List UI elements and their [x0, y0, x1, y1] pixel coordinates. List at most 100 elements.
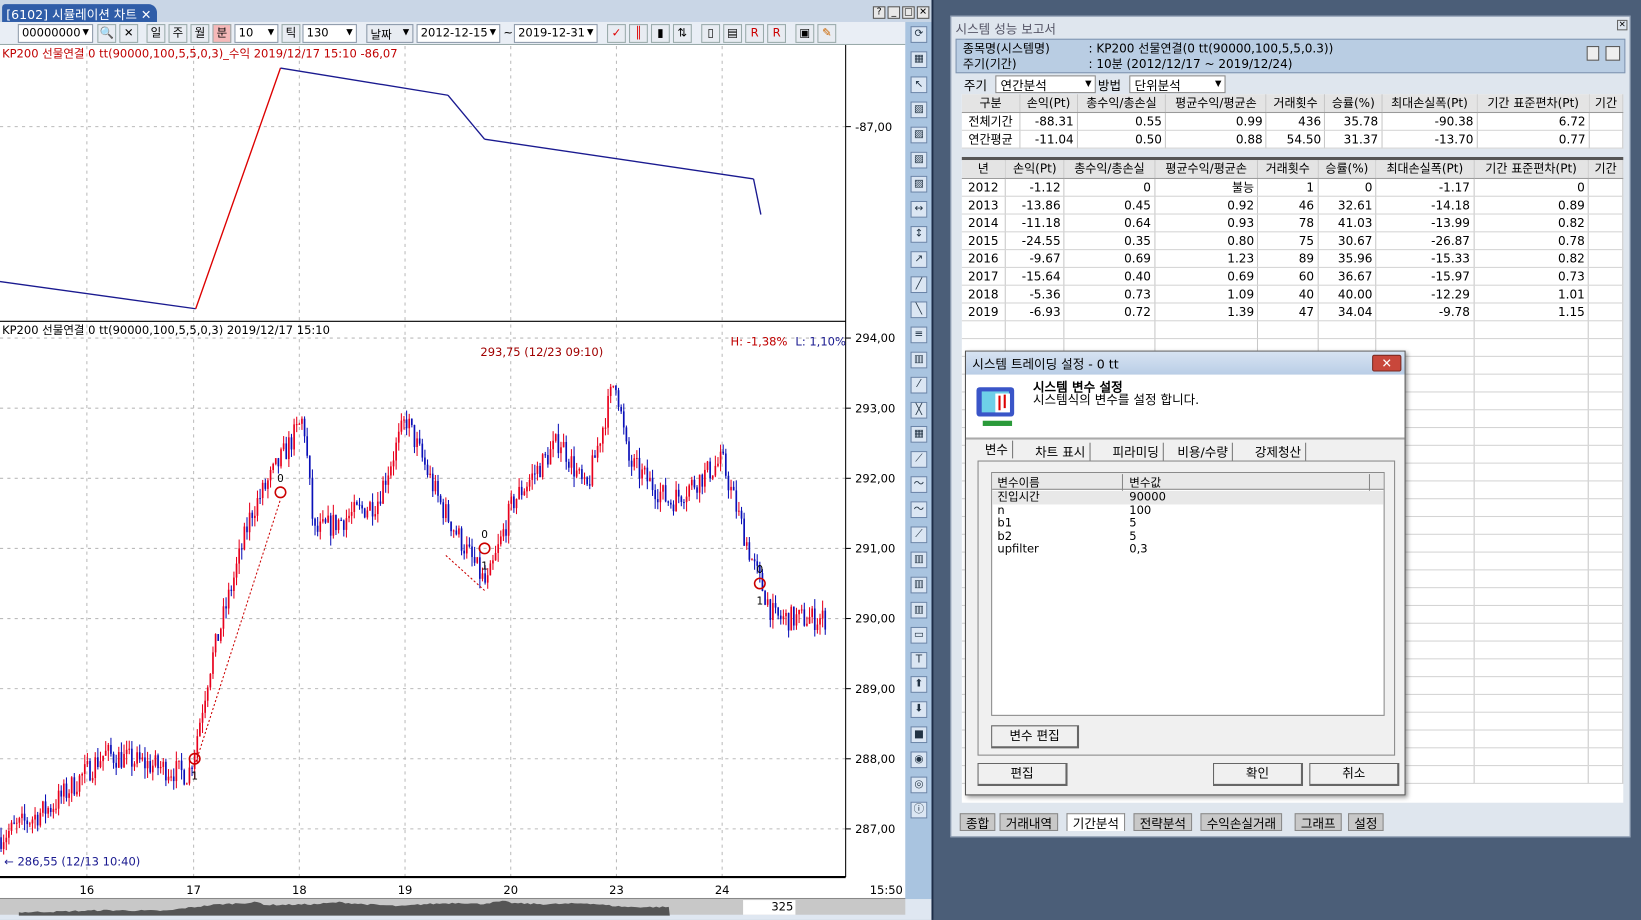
drawing-tool-icon[interactable]: ▨	[910, 101, 928, 118]
drawing-tool-icon[interactable]: ↖	[910, 76, 928, 93]
column-header[interactable]: 구분	[961, 94, 1021, 113]
table-row[interactable]: 연간평균 -11.04 0.50 0.88 54.50 31.37 -13.70 0.77	[961, 129, 1624, 149]
tab-simulation-chart[interactable]: [6102] 시뮬레이션 차트 ✕	[2, 4, 157, 22]
to-date-input[interactable]: 2019-12-31	[513, 24, 598, 43]
drawing-tool-icon[interactable]: ↔	[910, 201, 928, 219]
tick-select[interactable]: 130	[302, 24, 357, 43]
minimize-button[interactable]: _	[887, 6, 901, 19]
variable-row[interactable]: n 100	[992, 503, 1383, 517]
drawing-tool-icon[interactable]: ▥	[910, 576, 928, 594]
ok-button[interactable]: 확인	[1213, 762, 1304, 786]
drawing-tool-icon[interactable]: ▨	[910, 126, 928, 143]
dialog-tab[interactable]: 변수	[980, 440, 1014, 459]
drawing-tool-icon[interactable]: ↕	[910, 226, 928, 244]
column-header[interactable]: 손익(Pt)	[1019, 94, 1078, 113]
column-header[interactable]: 총수익/총손실	[1077, 94, 1167, 113]
visible-count-input[interactable]: 325	[743, 900, 796, 915]
table-row[interactable]: 2014 -11.18 0.64 0.93 78 41.03 -13.99 0.82	[961, 213, 1624, 232]
drawing-tool-icon[interactable]: ▨	[910, 151, 928, 168]
column-header[interactable]: 평균수익/평균손	[1165, 94, 1267, 113]
report-tab[interactable]: 종합	[959, 813, 996, 832]
column-header[interactable]: 최대손실폭(Pt)	[1381, 94, 1478, 113]
col-name-header[interactable]: 변수이름	[997, 474, 1124, 491]
report-tab[interactable]: 기간분석	[1066, 813, 1126, 832]
open-folder-icon[interactable]: ✎	[817, 24, 837, 43]
drawing-tool-icon[interactable]: T	[910, 651, 928, 669]
drawing-tool-icon[interactable]: ⬇	[910, 701, 928, 719]
drawing-tool-icon[interactable]: ⁄	[910, 376, 928, 394]
help-button[interactable]: ?	[872, 6, 886, 19]
drawing-tool-icon[interactable]: ▭	[910, 626, 928, 644]
drawing-tool-icon[interactable]: ▦	[910, 426, 928, 444]
save-icon[interactable]	[1586, 46, 1600, 61]
column-header[interactable]: 손익(Pt)	[1005, 160, 1065, 179]
print-icon[interactable]	[1605, 46, 1621, 61]
drawing-tool-icon[interactable]: ◎	[910, 776, 928, 794]
column-header[interactable]: 거래횟수	[1257, 160, 1319, 179]
bar-chart-icon[interactable]: ▮	[650, 24, 670, 43]
drawing-tool-icon[interactable]: ≡	[910, 326, 928, 344]
report-tab[interactable]: 수익손실거래	[1200, 813, 1283, 832]
report-tab[interactable]: 전략분석	[1133, 813, 1193, 832]
drawing-tool-icon[interactable]: ⟋	[910, 526, 928, 544]
table-row[interactable]: 2017 -15.64 0.40 0.69 60 36.67 -15.97 0.73	[961, 266, 1624, 286]
up-down-icon[interactable]: ⇅	[672, 24, 692, 43]
date-mode-select[interactable]: 날짜	[366, 24, 414, 43]
cancel-button[interactable]: 취소	[1309, 762, 1400, 786]
chart-area[interactable]: 294,00 293,00 292,00 291,00 290,00 289,00 288,…	[0, 45, 906, 898]
edit-button[interactable]: 편집	[977, 762, 1068, 786]
table-row[interactable]: 2013 -13.86 0.45 0.92 46 32.61 -14.18 0.89	[961, 195, 1624, 215]
drawing-tool-icon[interactable]: ╳	[910, 401, 928, 419]
drawing-tool-icon[interactable]: ⟋	[910, 451, 928, 469]
drawing-tool-icon[interactable]: ▥	[910, 351, 928, 369]
close-icon[interactable]: ✕	[140, 7, 152, 22]
maximize-button[interactable]: □	[902, 6, 915, 19]
price-chart-svg[interactable]: 294,00 293,00 292,00 291,00 290,00 289,00 288,…	[0, 45, 905, 898]
drawing-tool-icon[interactable]: ▥	[910, 601, 928, 619]
period-day-button[interactable]: 일	[146, 24, 166, 43]
cycle-select[interactable]: 연간분석	[995, 75, 1096, 94]
dialog-tab[interactable]: 강제청산	[1251, 442, 1307, 461]
dialog-tab[interactable]: 피라미딩	[1108, 442, 1164, 461]
table-row[interactable]: 전체기간 -88.31 0.55 0.99 436 35.78 -90.38 6.72	[961, 111, 1624, 131]
variable-row[interactable]: b1 5	[992, 516, 1383, 530]
drawing-tool-icon[interactable]: 〜	[910, 501, 928, 519]
drawing-tool-icon[interactable]: ▨	[910, 176, 928, 193]
drawing-tool-icon[interactable]: ⓘ	[910, 801, 928, 819]
trade-signal-marker[interactable]: 0	[274, 473, 287, 499]
column-header[interactable]: 평균수익/평균손	[1154, 160, 1259, 179]
trade-signal-marker[interactable]: 1	[188, 752, 201, 783]
drawing-tool-icon[interactable]: 〜	[910, 476, 928, 494]
period-minute-button[interactable]: 분	[212, 24, 232, 43]
drawing-tool-icon[interactable]: ╲	[910, 301, 928, 319]
column-header[interactable]: 거래횟수	[1266, 94, 1326, 113]
signal-icon[interactable]: ✓	[607, 24, 626, 43]
column-header[interactable]: 년	[961, 160, 1006, 179]
column-header[interactable]: 승률(%)	[1317, 160, 1377, 179]
column-header[interactable]: 기간 표준편차(Pt)	[1473, 160, 1590, 179]
variable-row[interactable]: upfilter 0,3	[992, 543, 1383, 556]
report-tab[interactable]: 거래내역	[999, 813, 1059, 832]
column-header[interactable]: 기간 표준편차(Pt)	[1477, 94, 1590, 113]
search-clear-icon[interactable]: ✕	[119, 24, 139, 43]
chart-scrollbar[interactable]: 325	[0, 897, 906, 916]
trade-signal-marker[interactable]: 01	[478, 529, 491, 572]
print-icon[interactable]: ▤	[723, 24, 743, 43]
table-row[interactable]: 2018 -5.36 0.73 1.09 40 40.00 -12.29 1.01	[961, 284, 1624, 303]
period-month-button[interactable]: 월	[190, 24, 210, 43]
report-copy-icon[interactable]: R	[767, 24, 786, 43]
table-row[interactable]: 2016 -9.67 0.69 1.23 89 35.96 -15.33 0.82	[961, 249, 1624, 268]
drawing-tool-icon[interactable]: ↗	[910, 251, 928, 269]
dialog-tab[interactable]: 차트 표시	[1031, 442, 1091, 461]
report-icon[interactable]: R	[745, 24, 765, 43]
column-header[interactable]: 승률(%)	[1324, 94, 1383, 113]
col-value-header[interactable]: 변수값	[1129, 474, 1370, 491]
table-row[interactable]: 2019 -6.93 0.72 1.39 47 34.04 -9.78 1.15	[961, 302, 1624, 321]
method-select[interactable]: 단위분석	[1129, 75, 1226, 94]
document-icon[interactable]: ▯	[701, 24, 721, 43]
overview-minimap[interactable]	[0, 899, 905, 916]
column-header[interactable]: 기간	[1589, 94, 1624, 113]
drawing-tool-icon[interactable]: ⟳	[910, 26, 928, 43]
column-header[interactable]: 기간	[1588, 160, 1624, 179]
dialog-tab[interactable]: 비용/수량	[1173, 442, 1234, 461]
